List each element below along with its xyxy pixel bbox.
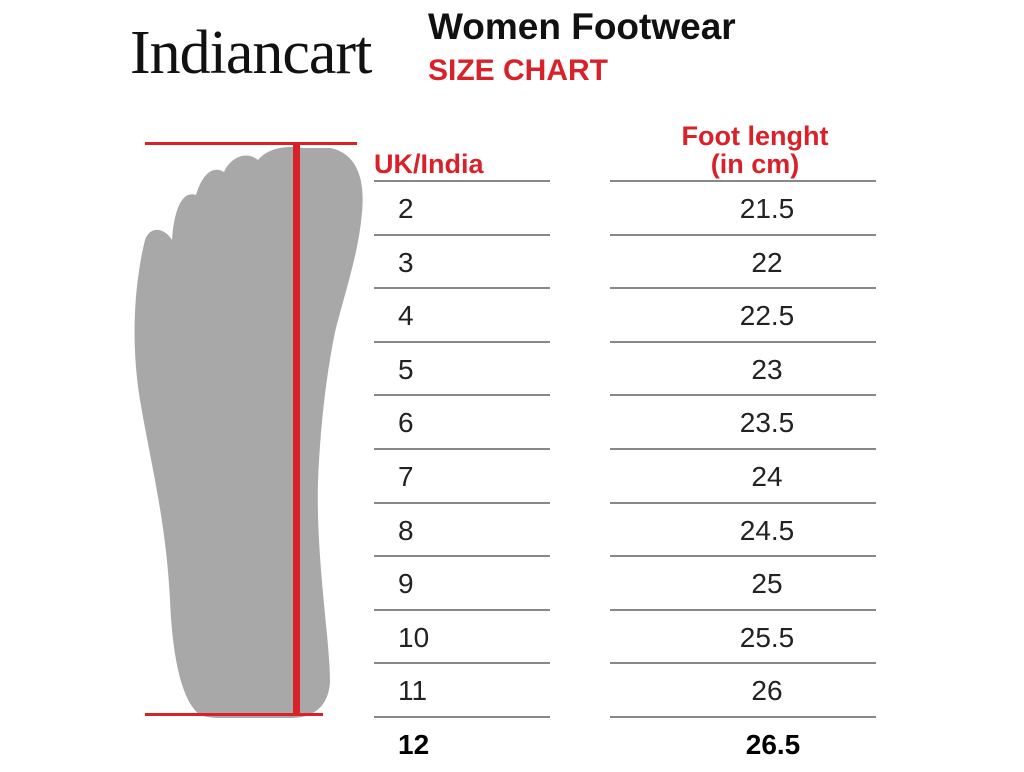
length-cell: 22 — [751, 246, 783, 278]
foot-shape — [134, 147, 363, 719]
row-divider — [374, 448, 550, 450]
row-divider — [610, 340, 876, 343]
size-cell: 7 — [398, 461, 414, 492]
row-divider — [610, 662, 876, 665]
row-divider — [610, 555, 876, 558]
row-divider — [374, 555, 550, 558]
row-divider — [610, 180, 876, 182]
row-divider — [374, 608, 550, 611]
row-divider — [610, 608, 876, 611]
size-cell: 9 — [398, 568, 414, 600]
length-cell: 25 — [751, 568, 783, 600]
length-cell: 21.5 — [739, 193, 795, 224]
size-cell: 12 — [398, 729, 430, 760]
size-cell: 4 — [398, 300, 414, 332]
page-subtitle: SIZE CHART — [428, 54, 608, 87]
row-divider — [374, 662, 550, 665]
row-divider — [374, 340, 550, 343]
length-cell: 23 — [751, 353, 783, 385]
row-divider — [374, 180, 550, 182]
header-length: Foot lenght (in cm) — [610, 122, 900, 178]
top-measure-line — [145, 142, 357, 145]
length-cell: 23.5 — [739, 407, 795, 439]
row-divider — [610, 501, 876, 504]
length-cell: 26.5 — [745, 729, 801, 760]
size-cell: 5 — [398, 353, 414, 385]
brand-logo: Indiancart — [130, 19, 372, 87]
header-size: UK/India — [374, 149, 484, 179]
length-measure-bar — [293, 143, 300, 715]
size-cell: 6 — [398, 407, 414, 439]
row-divider — [374, 394, 550, 397]
row-divider — [610, 448, 876, 450]
bottom-measure-line — [145, 713, 323, 716]
page-title: Women Footwear — [428, 6, 736, 47]
row-divider — [610, 716, 876, 718]
length-cell: 25.5 — [739, 621, 795, 653]
row-divider — [610, 233, 876, 236]
size-cell: 11 — [398, 675, 428, 707]
header-length-line2: (in cm) — [710, 149, 800, 179]
size-cell: 3 — [398, 246, 414, 278]
row-divider — [374, 716, 550, 718]
size-cell: 2 — [398, 193, 414, 224]
length-cell: 24.5 — [739, 514, 795, 546]
length-cell: 26 — [751, 675, 783, 707]
row-divider — [610, 394, 876, 397]
length-cell: 24 — [751, 461, 783, 492]
size-cell: 10 — [398, 621, 430, 653]
row-divider — [374, 501, 550, 504]
row-divider — [374, 233, 550, 236]
row-divider — [610, 287, 876, 290]
length-cell: 22.5 — [739, 300, 795, 332]
size-cell: 8 — [398, 514, 414, 546]
header-length-line1: Foot lenght — [681, 121, 829, 151]
row-divider — [374, 287, 550, 290]
